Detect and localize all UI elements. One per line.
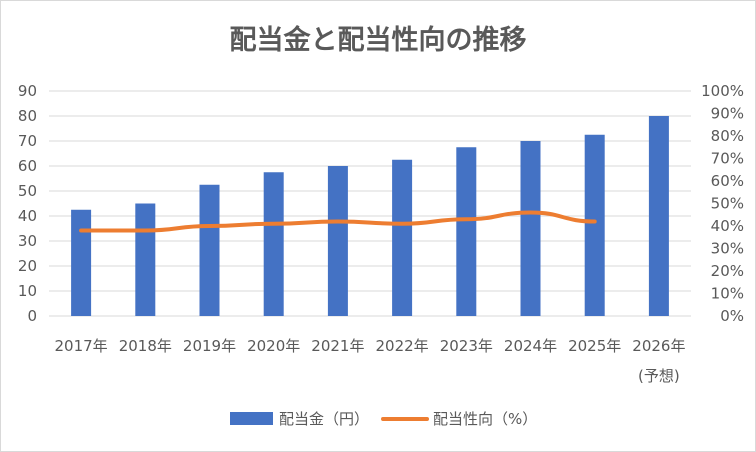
bar-dividend	[199, 184, 220, 316]
chart-title: 配当金と配当性向の推移	[230, 24, 527, 56]
line-payout-ratio	[79, 210, 597, 233]
legend-swatch-dividend	[230, 412, 273, 425]
x-axis-tick-label: 2023年	[440, 337, 493, 355]
left-axis-tick-label: 60	[18, 157, 37, 175]
x-axis-tick-label: 2021年	[311, 337, 364, 355]
bar-dividend	[71, 209, 92, 316]
right-axis-tick-label: 30%	[711, 240, 744, 258]
left-axis-tick-label: 50	[18, 182, 37, 200]
x-axis-tick-label: 2018年	[119, 337, 172, 355]
right-axis-tick-label: 10%	[711, 285, 744, 303]
bar-dividend	[584, 134, 605, 316]
left-axis-tick-label: 40	[18, 207, 37, 225]
right-axis-tick-label: 20%	[711, 262, 744, 280]
left-axis-tick-label: 0	[27, 307, 37, 325]
left-axis-tick-label: 80	[18, 107, 37, 125]
x-axis-tick-label: 2019年	[183, 337, 236, 355]
right-axis-tick-label: 80%	[711, 127, 744, 145]
left-axis-tick-label: 90	[18, 82, 37, 100]
legend: 配当金（円） 配当性向（%）	[230, 410, 537, 428]
legend-label-dividend: 配当金（円）	[279, 410, 369, 428]
bar-dividend	[520, 141, 541, 316]
bar-dividend	[648, 116, 669, 316]
x-axis-tick-label: 2025年	[568, 337, 621, 355]
right-axis-ticks: 0% 10% 20% 30% 40% 50% 60% 70% 80% 90% 100%	[701, 82, 744, 325]
left-axis-tick-label: 10	[18, 282, 37, 300]
gridlines	[49, 90, 691, 317]
line-series	[79, 210, 597, 233]
left-axis-tick-label: 20	[18, 257, 37, 275]
legend-label-payout-ratio: 配当性向（%）	[433, 410, 537, 428]
bar-dividend	[135, 203, 156, 316]
left-axis-tick-label: 70	[18, 132, 37, 150]
x-axis-tick-label: 2017年	[55, 337, 108, 355]
right-axis-tick-label: 60%	[711, 172, 744, 190]
x-axis-tick-label: 2026年	[632, 337, 685, 355]
right-axis-tick-label: 0%	[720, 307, 744, 325]
right-axis-tick-label: 100%	[701, 82, 744, 100]
right-axis-tick-label: 40%	[711, 217, 744, 235]
right-axis-tick-label: 50%	[711, 195, 744, 213]
left-axis-ticks: 0 10 20 30 40 50 60 70 80 90	[18, 82, 37, 325]
bar-dividend	[392, 159, 413, 316]
bar-dividend	[327, 166, 348, 316]
left-axis-tick-label: 30	[18, 232, 37, 250]
x-axis-labels: 2017年 2018年 2019年 2020年 2021年 2022年 2023年 2024年…	[55, 337, 686, 385]
right-axis-tick-label: 90%	[711, 105, 744, 123]
x-axis-tick-label: 2022年	[376, 337, 429, 355]
x-axis-tick-label: 2024年	[504, 337, 557, 355]
x-axis-tick-label: 2020年	[247, 337, 300, 355]
bar-dividend	[456, 147, 477, 316]
bar-dividend	[263, 172, 284, 316]
x-axis-tick-sublabel: (予想)	[638, 367, 680, 385]
right-axis-tick-label: 70%	[711, 150, 744, 168]
